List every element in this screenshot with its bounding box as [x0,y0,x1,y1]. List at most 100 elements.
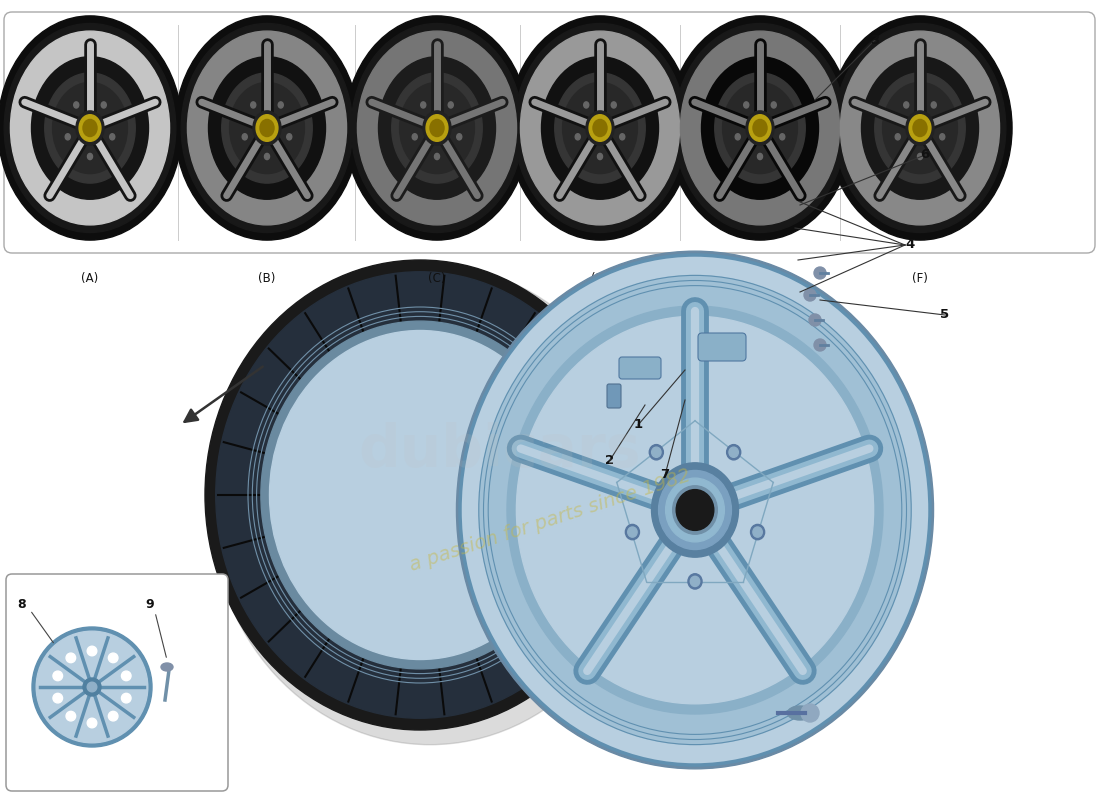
Ellipse shape [895,134,900,140]
Text: (A): (A) [81,272,99,286]
Ellipse shape [874,73,965,183]
Circle shape [121,671,131,681]
Ellipse shape [628,527,637,537]
Ellipse shape [161,663,173,671]
Ellipse shape [45,73,135,183]
Ellipse shape [626,525,639,540]
Ellipse shape [101,102,107,108]
Ellipse shape [270,330,571,659]
Ellipse shape [702,57,818,199]
Ellipse shape [673,486,717,534]
Ellipse shape [541,57,659,199]
Ellipse shape [780,134,784,140]
Text: (B): (B) [258,272,276,286]
Ellipse shape [358,31,517,225]
Text: 8: 8 [18,598,26,611]
Text: 3: 3 [870,34,880,46]
Ellipse shape [264,154,270,159]
Ellipse shape [74,102,79,108]
Ellipse shape [680,494,711,526]
Ellipse shape [749,114,771,142]
Ellipse shape [287,134,292,140]
Ellipse shape [76,111,104,145]
Ellipse shape [478,275,911,745]
Text: 7: 7 [660,469,670,482]
Ellipse shape [508,16,692,240]
Ellipse shape [261,321,579,669]
Text: (C): (C) [428,272,446,286]
Ellipse shape [917,154,923,159]
Ellipse shape [460,255,930,765]
Ellipse shape [801,704,820,722]
Ellipse shape [840,31,1000,225]
Ellipse shape [412,134,417,140]
Ellipse shape [597,154,603,159]
Ellipse shape [392,73,482,183]
Text: dubicars: dubicars [359,422,641,478]
Ellipse shape [754,119,767,137]
Circle shape [53,694,63,703]
Text: (E): (E) [751,272,768,286]
Text: a passion for parts since 1982: a passion for parts since 1982 [407,466,693,574]
Text: 1: 1 [634,418,642,431]
Ellipse shape [456,251,934,769]
Ellipse shape [758,154,762,159]
Ellipse shape [834,23,1005,233]
Ellipse shape [659,470,732,550]
Ellipse shape [110,134,114,140]
Ellipse shape [0,16,182,240]
Ellipse shape [434,154,440,159]
Ellipse shape [209,57,326,199]
Ellipse shape [723,82,798,174]
Ellipse shape [182,23,353,233]
Ellipse shape [216,272,625,718]
Ellipse shape [251,102,256,108]
Text: 6: 6 [921,149,929,162]
Ellipse shape [649,445,663,460]
Circle shape [82,678,101,696]
Circle shape [66,653,76,662]
Ellipse shape [861,57,979,199]
Ellipse shape [4,23,176,233]
Ellipse shape [399,82,474,174]
Circle shape [121,694,131,703]
Ellipse shape [79,114,101,142]
Ellipse shape [507,306,883,714]
Ellipse shape [691,576,700,586]
Ellipse shape [222,73,312,183]
Ellipse shape [808,314,821,326]
Ellipse shape [448,102,453,108]
Ellipse shape [514,23,685,233]
Circle shape [32,627,152,747]
Ellipse shape [771,102,777,108]
Ellipse shape [586,111,614,145]
Ellipse shape [584,102,588,108]
Text: 4: 4 [905,238,914,251]
Ellipse shape [88,154,92,159]
FancyArrowPatch shape [185,366,263,422]
Text: 2: 2 [605,454,615,466]
Ellipse shape [788,706,813,720]
Ellipse shape [651,447,661,458]
Ellipse shape [814,267,826,279]
FancyBboxPatch shape [607,384,621,408]
Ellipse shape [516,316,873,704]
Ellipse shape [575,134,581,140]
FancyBboxPatch shape [619,357,661,379]
Ellipse shape [681,31,839,225]
Ellipse shape [651,463,738,557]
Ellipse shape [619,134,625,140]
Ellipse shape [676,490,714,530]
Ellipse shape [345,16,529,240]
Ellipse shape [828,16,1012,240]
Ellipse shape [906,111,934,145]
Ellipse shape [187,31,346,225]
Ellipse shape [909,114,931,142]
Ellipse shape [814,339,826,351]
Text: (D): (D) [591,272,609,286]
Ellipse shape [674,23,846,233]
Ellipse shape [278,102,284,108]
Text: (F): (F) [912,272,928,286]
Ellipse shape [727,445,740,460]
Circle shape [87,646,97,656]
